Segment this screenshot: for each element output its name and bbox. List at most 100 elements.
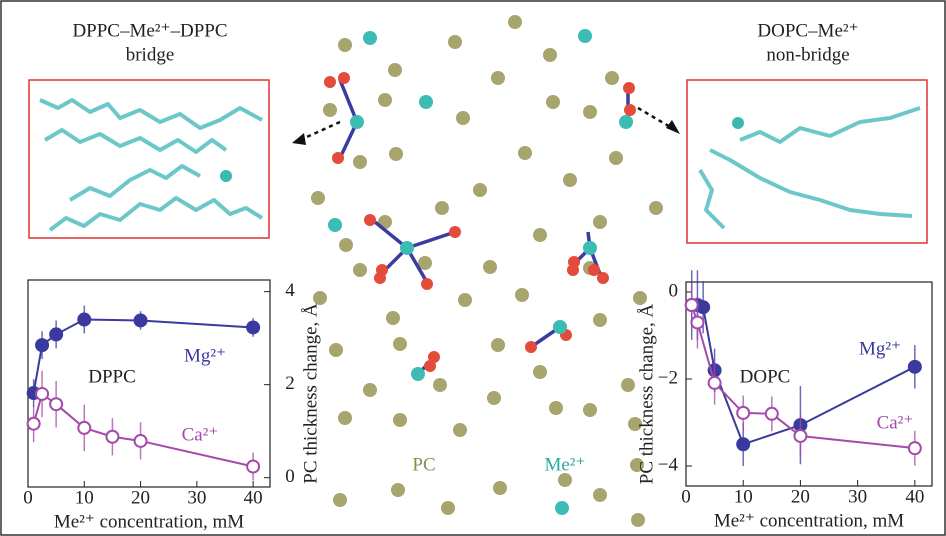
y-axis-label: PC thickness change, Å (636, 303, 657, 484)
series-label: Mg²⁺ (184, 345, 226, 366)
oxygen (374, 272, 386, 284)
pc-sphere (353, 263, 367, 277)
data-point (909, 361, 921, 373)
pc-sphere (339, 238, 353, 252)
pc-sphere (456, 111, 470, 125)
ion-sphere (350, 115, 364, 129)
data-point (106, 431, 118, 443)
ion-sphere (553, 320, 567, 334)
y-axis-label: PC thickness change, Å (300, 303, 321, 484)
pc-sphere (329, 343, 343, 357)
data-point (78, 314, 90, 326)
ion-sphere (555, 501, 569, 515)
ion-sphere (578, 29, 592, 43)
data-point (794, 430, 806, 442)
chart-title: DOPC (740, 366, 791, 387)
data-point (135, 314, 147, 326)
data-point (28, 418, 40, 430)
pc-sphere (386, 311, 400, 325)
ion-sphere (619, 115, 633, 129)
pc-sphere (378, 93, 392, 107)
ion-sphere (419, 95, 433, 109)
y-tick-label: 2 (285, 373, 295, 394)
non-bridge-structure-box (687, 80, 927, 243)
pc-sphere (458, 293, 472, 307)
annotation: DOPC–Me²⁺ (757, 20, 858, 41)
pc-sphere (338, 38, 352, 52)
pc-sphere (609, 151, 623, 165)
pc-sphere (473, 183, 487, 197)
oxygen (624, 104, 636, 116)
pc-sphere (491, 338, 505, 352)
pc-sphere (353, 155, 367, 169)
pc-sphere (515, 288, 529, 302)
pc-sphere (433, 378, 447, 392)
ion-sphere (411, 367, 425, 381)
data-point (697, 301, 709, 313)
data-point (78, 422, 90, 434)
ion-sphere (583, 241, 597, 255)
annotation: Me²⁺ (544, 454, 585, 475)
series-label: Ca²⁺ (182, 424, 219, 445)
oxygen (525, 341, 537, 353)
figure: DPPC–Me²⁺–DPPC bridge DOPC–Me²⁺ non-brid… (0, 0, 946, 536)
series-label: Mg²⁺ (859, 338, 901, 359)
oxygen (324, 76, 336, 88)
pc-sphere (435, 201, 449, 215)
plot-area (28, 280, 270, 487)
oxygen (623, 82, 635, 94)
pc-sphere (621, 378, 635, 392)
data-point (691, 316, 703, 328)
oxygen (567, 264, 579, 276)
pc-sphere (593, 215, 607, 229)
series-label: Ca²⁺ (877, 412, 914, 433)
data-point (737, 438, 749, 450)
pc-sphere (593, 313, 607, 327)
pc-sphere (593, 488, 607, 502)
data-point (686, 299, 698, 311)
pc-sphere (483, 260, 497, 274)
data-point (737, 407, 749, 419)
y-tick-label: −2 (658, 367, 678, 388)
oxygen (421, 278, 433, 290)
pc-sphere (543, 48, 557, 62)
oxygen (338, 72, 350, 84)
pc-sphere (311, 191, 325, 205)
pc-sphere (491, 71, 505, 85)
x-tick-label: 10 (75, 487, 94, 508)
x-tick-label: 10 (734, 486, 753, 507)
pc-sphere (338, 411, 352, 425)
data-point (709, 377, 721, 389)
x-tick-label: 30 (848, 486, 867, 507)
pc-sphere (518, 146, 532, 160)
oxygen (364, 214, 376, 226)
ion (732, 117, 744, 129)
pc-sphere (313, 291, 327, 305)
pc-sphere (393, 337, 407, 351)
y-tick-label: 0 (669, 280, 679, 301)
pc-sphere (323, 103, 337, 117)
pc-sphere (508, 15, 522, 29)
pc-sphere (533, 228, 547, 242)
pc-sphere (493, 481, 507, 495)
ion-sphere (328, 218, 342, 232)
chart-title: DPPC (88, 366, 136, 387)
pc-sphere (563, 173, 577, 187)
pc-sphere (333, 493, 347, 507)
x-tick-label: 0 (23, 487, 33, 508)
annotation: non-bridge (766, 44, 849, 65)
oxygen (588, 264, 600, 276)
pc-sphere (487, 391, 501, 405)
pc-sphere (631, 513, 645, 527)
pc-sphere (389, 147, 403, 161)
pc-sphere (441, 501, 455, 515)
data-point (36, 388, 48, 400)
ion-sphere (400, 241, 414, 255)
annotation: DPPC–Me²⁺–DPPC (72, 20, 227, 41)
x-tick-label: 20 (791, 486, 810, 507)
pc-sphere (363, 383, 377, 397)
pc-sphere (605, 71, 619, 85)
pc-sphere (649, 201, 663, 215)
y-tick-label: −4 (658, 454, 679, 475)
pc-sphere (583, 403, 597, 417)
